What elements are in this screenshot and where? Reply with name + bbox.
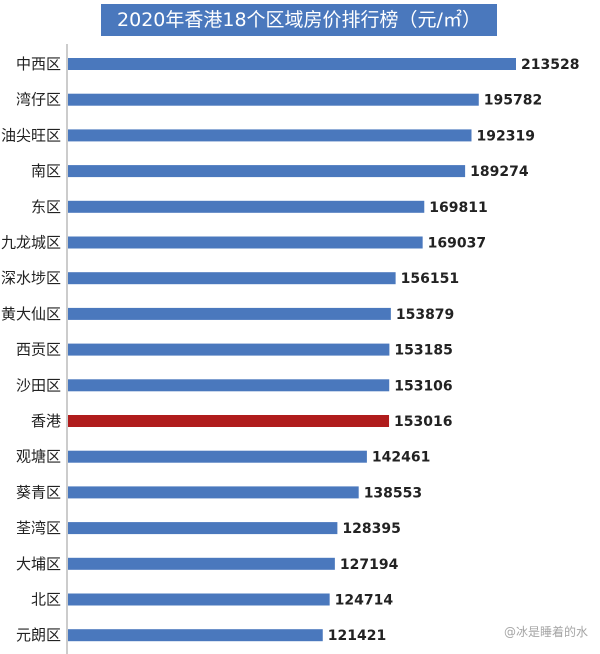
value-label-4: 169811 [429,200,487,216]
value-label-11: 142461 [372,450,430,466]
category-label-3: 南区 [31,162,61,180]
category-label-6: 深水埗区 [1,269,61,287]
bar-4 [68,200,425,213]
bar-12 [68,486,359,499]
bar-11 [68,450,367,463]
value-label-16: 121421 [328,628,386,644]
bar-5 [68,236,423,249]
watermark: @冰是睡着的水 [503,625,588,639]
category-label-14: 大埔区 [16,555,61,573]
bar-8 [68,343,390,356]
bar-1 [68,93,479,106]
bar-15 [68,593,330,606]
value-label-5: 169037 [428,236,486,252]
category-label-15: 北区 [31,591,61,609]
chart-title: 2020年香港18个区域房价排行榜（元/㎡） [101,4,497,36]
value-label-7: 153879 [396,307,454,323]
category-label-13: 荃湾区 [16,519,61,537]
category-label-5: 九龙城区 [1,234,61,252]
value-label-15: 124714 [335,593,394,609]
value-label-2: 192319 [477,128,535,144]
value-label-6: 156151 [401,271,459,287]
value-label-8: 153185 [394,343,452,359]
bar-9 [68,379,390,392]
value-label-0: 213528 [521,57,579,73]
value-label-12: 138553 [364,485,422,501]
bar-13 [68,522,338,535]
category-label-12: 葵青区 [16,483,61,501]
bar-0 [68,58,516,70]
category-label-0: 中西区 [16,55,61,73]
category-label-10: 香港 [31,412,61,430]
bar-14 [68,557,335,570]
bar-2 [68,129,472,142]
bar-16 [68,629,323,642]
value-label-1: 195782 [484,93,542,109]
bar-6 [68,272,396,285]
bar-7 [68,307,391,320]
category-label-2: 油尖旺区 [1,126,61,144]
value-label-13: 128395 [342,521,400,537]
value-label-14: 127194 [340,557,399,573]
category-label-16: 元朗区 [16,626,61,644]
bar-3 [68,165,466,178]
category-label-7: 黄大仙区 [1,305,61,323]
bar-10 [68,415,390,427]
category-label-8: 西贡区 [16,341,61,359]
value-label-10: 153016 [394,414,452,430]
category-label-1: 湾仔区 [16,91,61,109]
category-label-9: 沙田区 [16,376,61,394]
value-label-9: 153106 [394,378,452,394]
value-label-3: 189274 [470,164,529,180]
category-label-4: 东区 [31,198,61,216]
category-label-11: 观塘区 [16,448,61,466]
